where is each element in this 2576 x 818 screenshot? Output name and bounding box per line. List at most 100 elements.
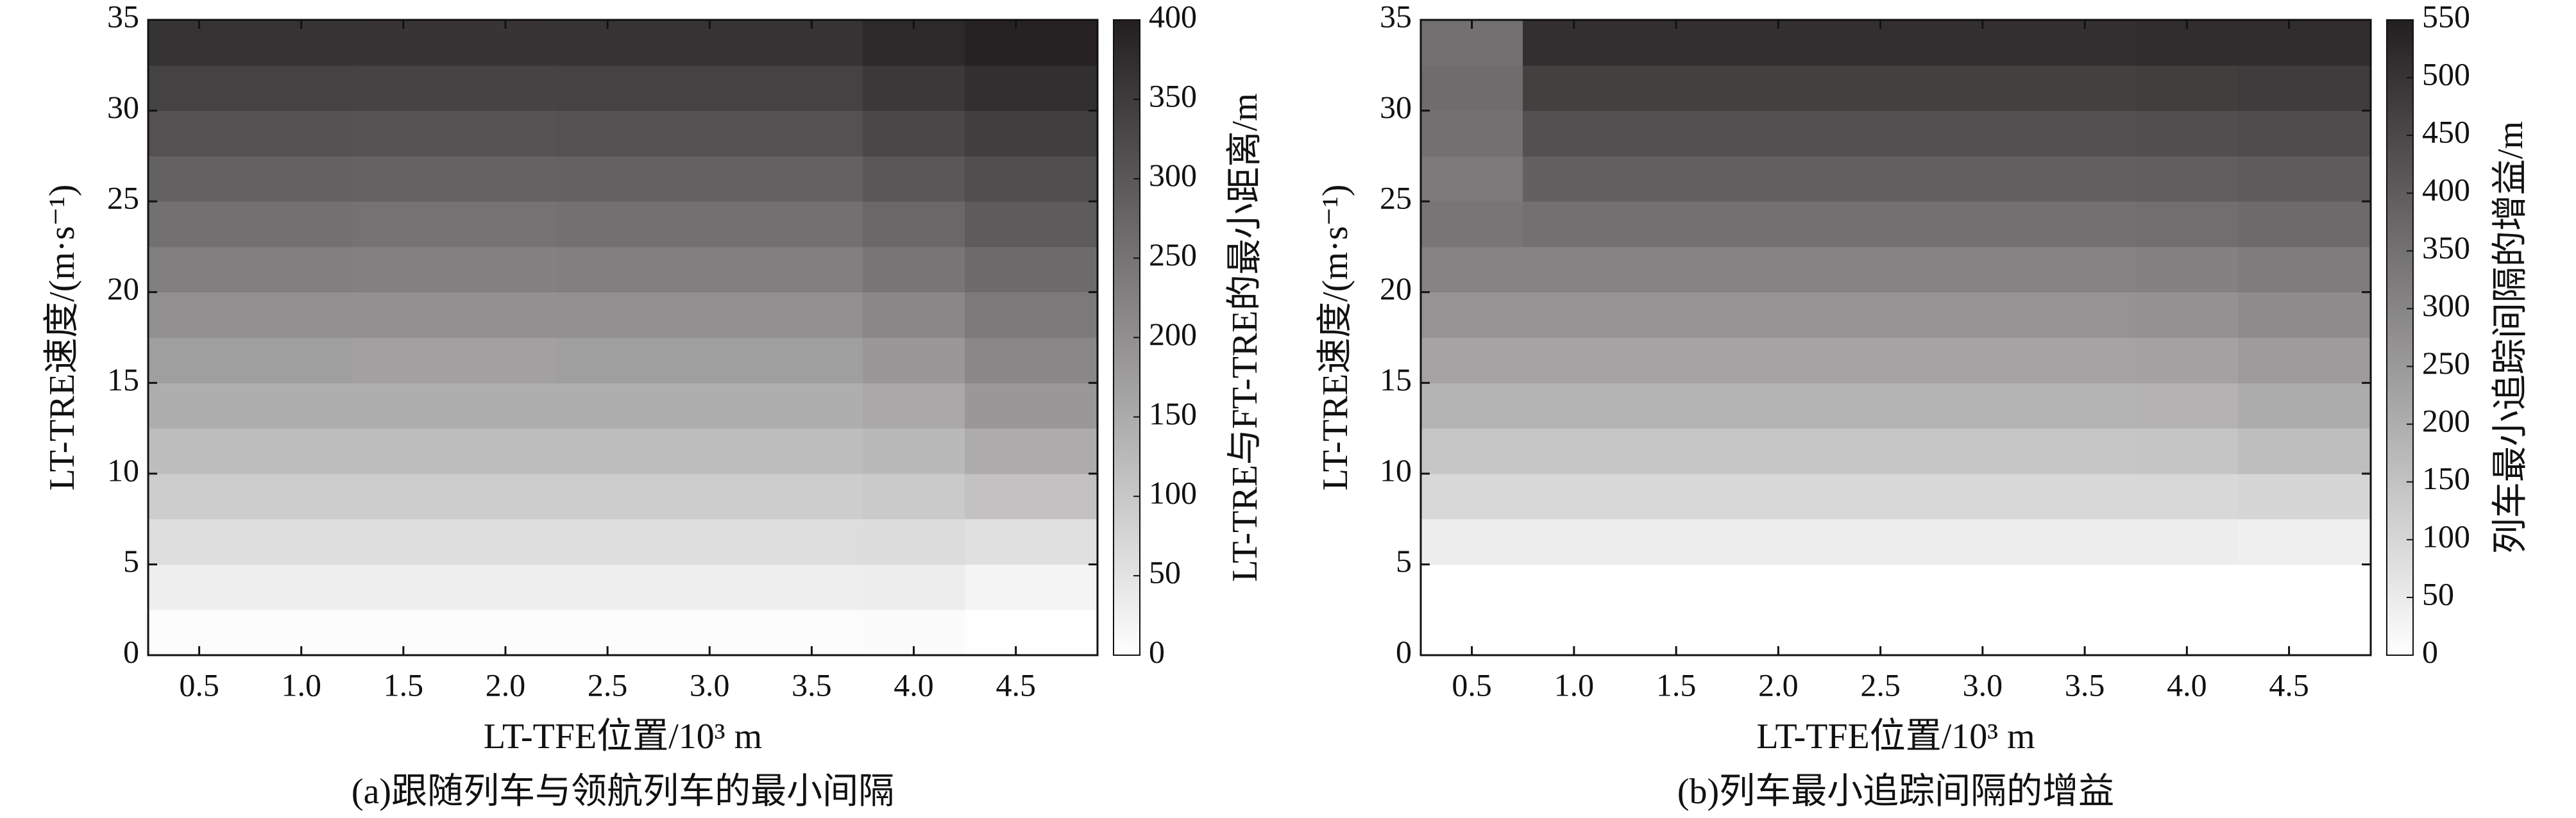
contour-cell [862, 383, 965, 429]
contour-cell [454, 383, 557, 429]
x-tick-label: 3.5 [2065, 667, 2105, 703]
contour-cell [148, 519, 251, 565]
colorbar-label: 列车最小追踪间隔的增益/m [2491, 121, 2530, 554]
contour-cell [2033, 428, 2137, 474]
colorbar [2386, 19, 2414, 656]
contour-cell [1727, 246, 1830, 293]
contour-cell [2237, 383, 2371, 429]
contour-cell [658, 292, 761, 338]
contour-cell [2135, 383, 2239, 429]
contour-cell [1421, 383, 1523, 429]
contour-cell [352, 564, 455, 610]
colorbar-tick-label: 450 [2422, 114, 2470, 150]
panel-caption: (a)跟随列车与领航列车的最小间隔 [352, 772, 894, 812]
contour-cell [2033, 337, 2137, 383]
contour-cell [454, 156, 557, 202]
contour-cell [148, 201, 251, 247]
contour-cell [760, 201, 863, 247]
contour-cell [965, 110, 1098, 156]
contour-cell [2135, 428, 2239, 474]
y-tick-label: 30 [107, 89, 139, 125]
x-tick-label: 1.0 [1554, 667, 1595, 703]
contour-cell [658, 564, 761, 610]
contour-cell [2237, 428, 2371, 474]
contour-cell [2135, 564, 2239, 610]
contour-cell [250, 519, 353, 565]
contour-cell [1931, 519, 2034, 565]
contour-cell [2135, 65, 2239, 112]
contour-cell [556, 201, 659, 247]
contour-cell [2237, 292, 2371, 338]
contour-cell [1523, 519, 1625, 565]
contour-cell [965, 383, 1098, 429]
contour-cell [454, 564, 557, 610]
contour-cell [1931, 473, 2034, 520]
y-tick-label: 30 [1380, 89, 1412, 125]
contour-cell [1625, 383, 1728, 429]
contour-cell [1625, 428, 1728, 474]
contour-cell [352, 156, 455, 202]
contour-cell [2135, 246, 2239, 293]
contour-cell [1421, 246, 1523, 293]
contour-cell [454, 292, 557, 338]
contour-cell [1931, 564, 2034, 610]
contour-cell [1727, 337, 1830, 383]
contour-cell [2135, 519, 2239, 565]
x-tick-label: 3.0 [690, 667, 730, 703]
y-tick-label: 0 [1396, 633, 1412, 669]
contour-cell [1523, 473, 1625, 520]
contour-cell [148, 110, 251, 156]
contour-cell [1829, 428, 1932, 474]
y-tick-label: 35 [1380, 0, 1412, 34]
colorbar-tick-label: 0 [2422, 633, 2438, 669]
contour-cell [965, 564, 1098, 610]
contour-cell [2033, 473, 2137, 520]
contour-cell [2033, 519, 2137, 565]
contour-cell [352, 292, 455, 338]
y-tick-label: 20 [107, 271, 139, 306]
contour-cell [1421, 110, 1523, 156]
contour-cell [556, 519, 659, 565]
contour-cell [1523, 65, 1625, 112]
contour-cell [1829, 65, 1932, 112]
colorbar-tick-label: 200 [1149, 316, 1197, 352]
contour-cell [1523, 201, 1625, 247]
contour-cell [148, 156, 251, 202]
contour-cell [148, 383, 251, 429]
contour-cell [2237, 610, 2371, 656]
contour-cell [556, 337, 659, 383]
contour-cell [1421, 292, 1523, 338]
contour-cell [965, 610, 1098, 656]
contour-cell [965, 292, 1098, 338]
contour-cell [352, 110, 455, 156]
x-tick-label: 4.5 [2269, 667, 2309, 703]
contour-cell [556, 383, 659, 429]
contour-cell [1829, 383, 1932, 429]
contour-cell [862, 519, 965, 565]
contour-cell [1625, 519, 1728, 565]
contour-cell [965, 201, 1098, 247]
contour-cell [2237, 519, 2371, 565]
colorbar-tick-label: 0 [1149, 633, 1165, 669]
plot-frame [1419, 19, 2372, 656]
contour-cell [2033, 65, 2137, 112]
contour-cell [556, 110, 659, 156]
contour-cell [760, 110, 863, 156]
contour-cell [2033, 292, 2137, 338]
contour-cell [862, 337, 965, 383]
contour-cell [658, 110, 761, 156]
contour-cell [760, 156, 863, 202]
contour-cell [352, 519, 455, 565]
contour-cell [1421, 519, 1523, 565]
y-tick-label: 5 [123, 543, 139, 579]
contour-cell [1421, 156, 1523, 202]
contour-cell [2237, 246, 2371, 293]
x-tick-label: 1.5 [1656, 667, 1697, 703]
contour-cell [658, 473, 761, 520]
contour-cell [352, 246, 455, 293]
contour-cell [1727, 519, 1830, 565]
colorbar-label: LT-TRE与FT-TRE的最小距离/m [1225, 93, 1265, 581]
contour-cell [1931, 110, 2034, 156]
contour-cell [454, 201, 557, 247]
contour-cell [352, 201, 455, 247]
